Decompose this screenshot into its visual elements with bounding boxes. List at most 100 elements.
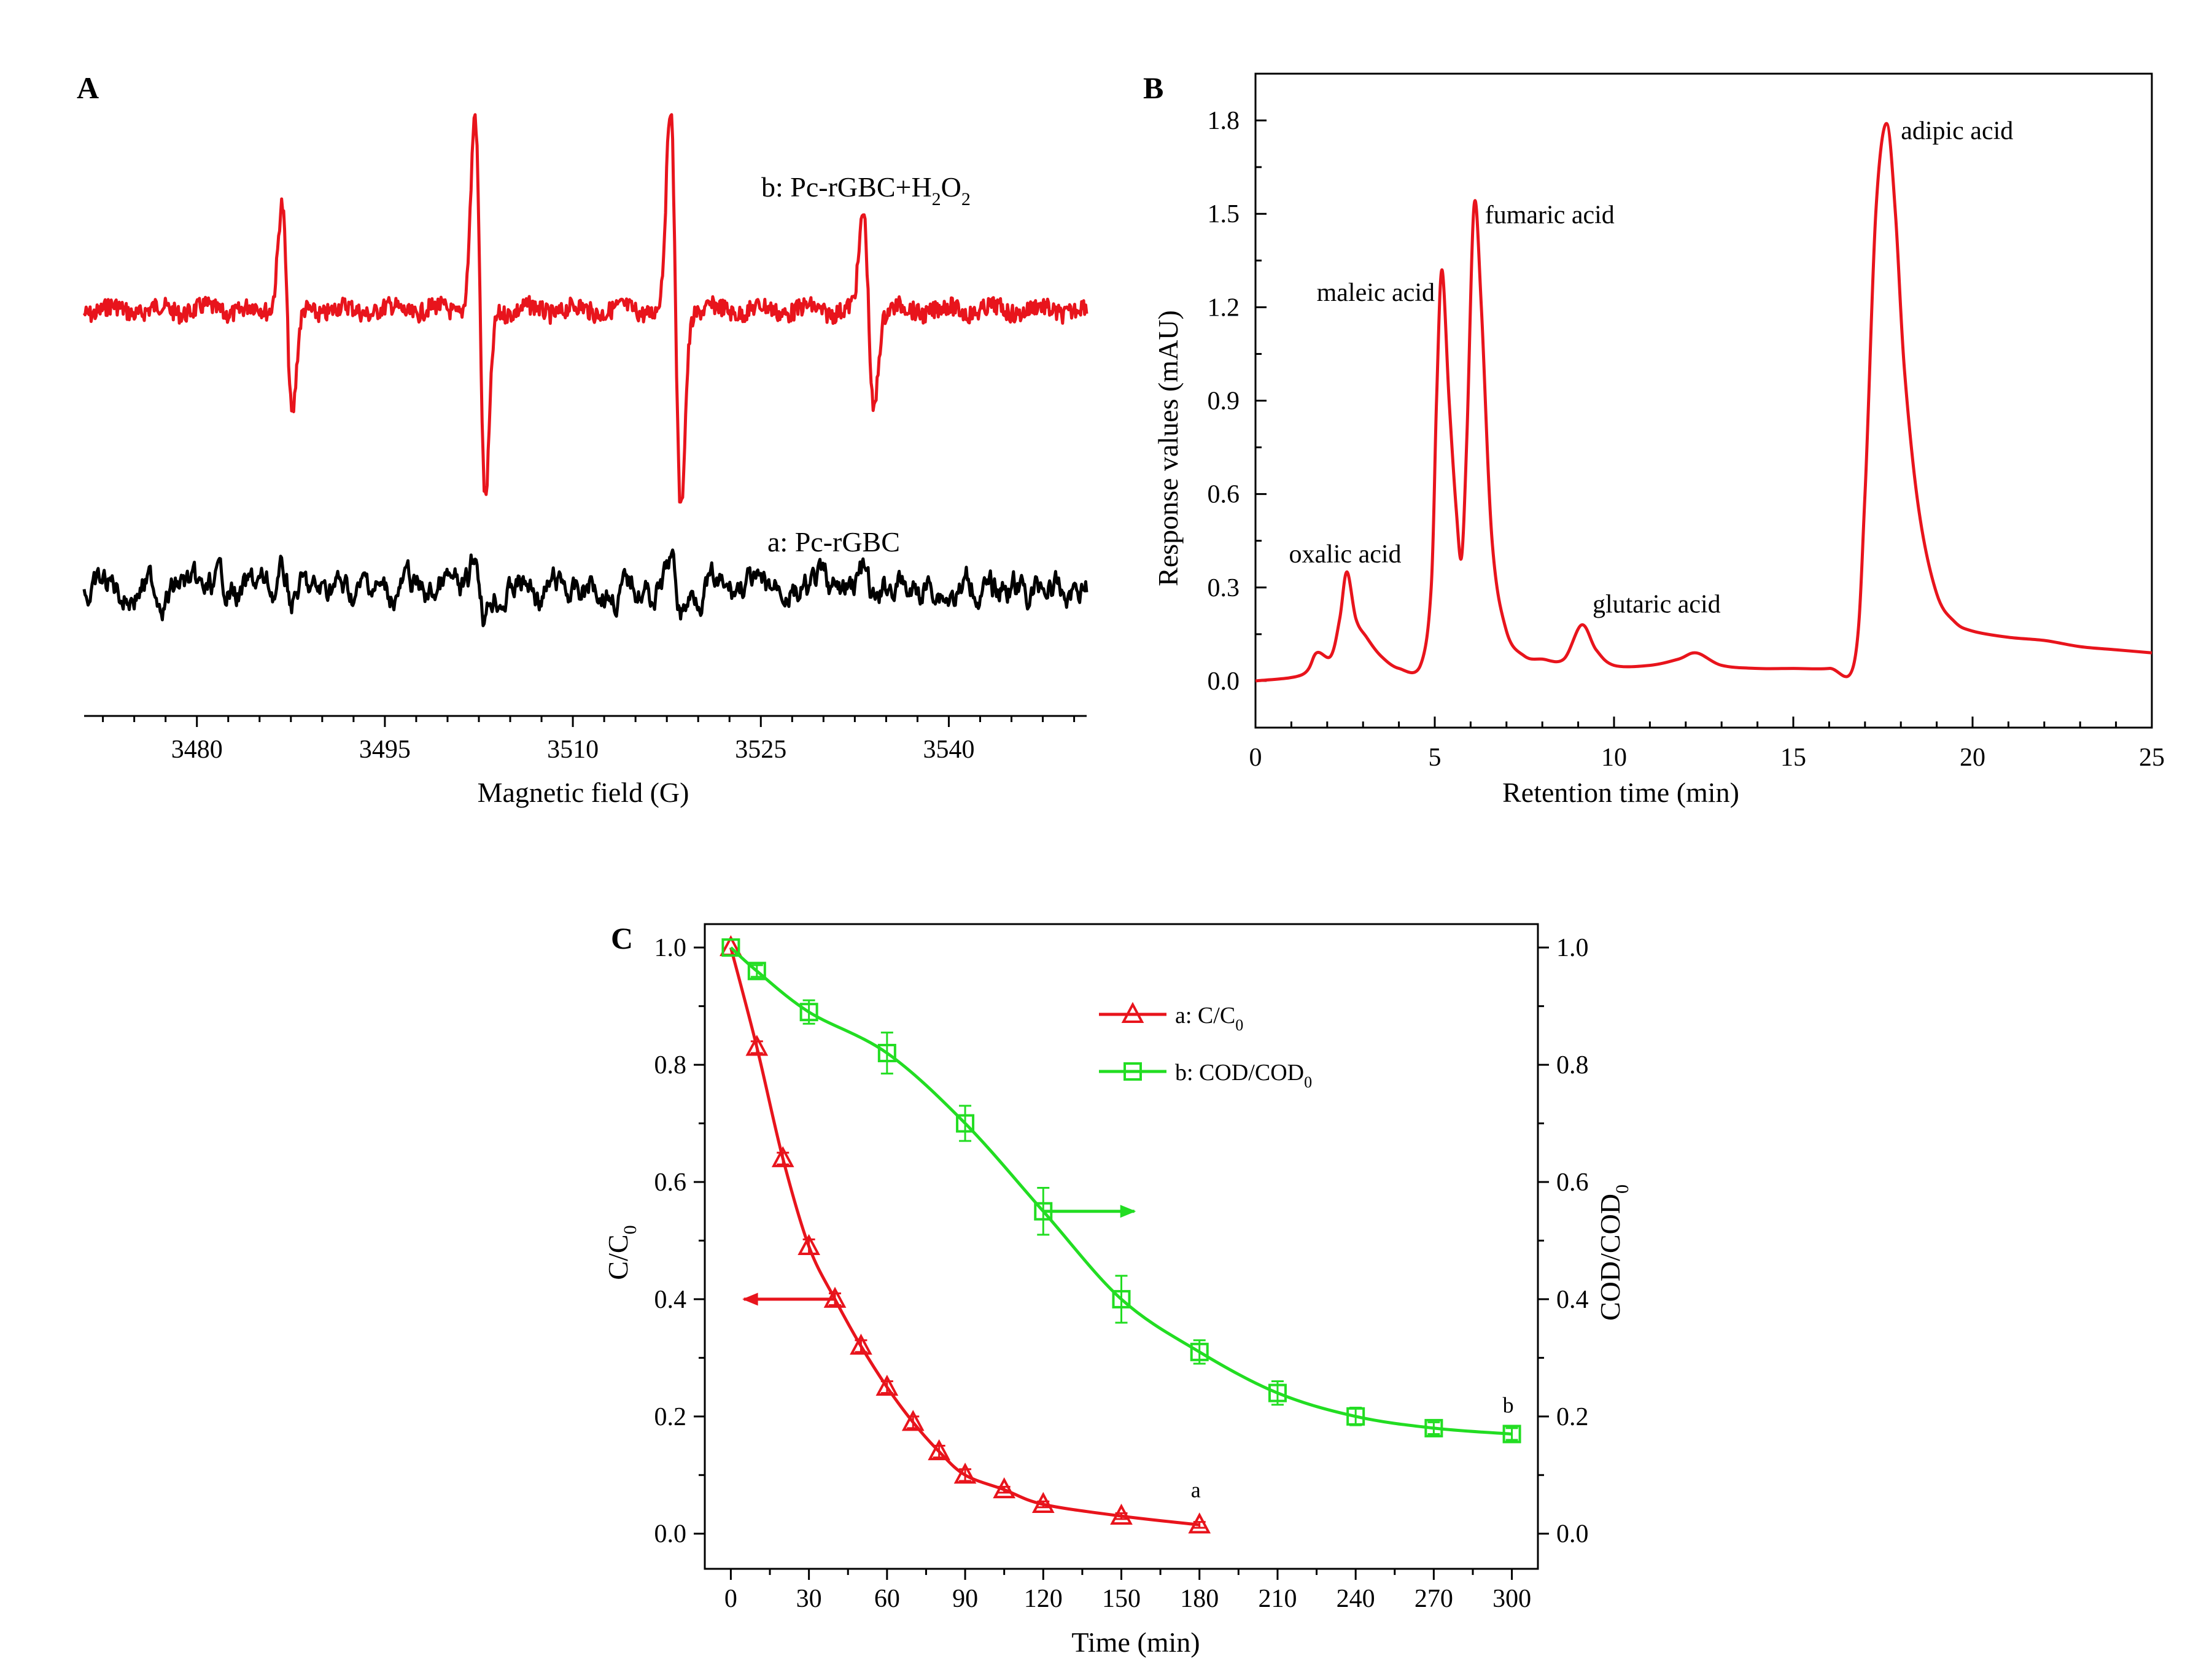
right-y-tick-label: 0.8 bbox=[1556, 1051, 1589, 1079]
chromatogram-line bbox=[1255, 122, 2152, 683]
axis-arrow-head bbox=[742, 1293, 758, 1306]
x-tick-label: 120 bbox=[1024, 1585, 1063, 1613]
panel-c-right-y-axis-label: COD/COD0 bbox=[1594, 1184, 1632, 1321]
x-tick-label: 210 bbox=[1258, 1585, 1297, 1613]
panel-c-chart: C 0 30 60 90 120 150 180 210 240 270 300 0.0 0.0 0.2 0… bbox=[602, 921, 1632, 1658]
square-marker bbox=[877, 1044, 896, 1062]
panel-c-x-axis-label: Time (min) bbox=[1071, 1627, 1200, 1658]
triangle-marker bbox=[1031, 1491, 1055, 1513]
panel-c-left-y-axis-label: C/C0 bbox=[602, 1225, 640, 1280]
panel-a-letter: A bbox=[77, 71, 99, 105]
x-tick-label: 90 bbox=[952, 1585, 978, 1613]
square-marker bbox=[1502, 1425, 1521, 1444]
square-marker bbox=[1268, 1383, 1287, 1402]
x-tick-label: 180 bbox=[1180, 1585, 1219, 1613]
right-y-tick-label: 0.2 bbox=[1556, 1403, 1589, 1431]
legend-label-text: b: COD/COD bbox=[1175, 1060, 1304, 1086]
square-marker bbox=[1112, 1289, 1131, 1308]
legend-label: a: C/C0 bbox=[1175, 1003, 1243, 1034]
triangle-marker bbox=[771, 1146, 794, 1167]
y-tick-label: 0.0 bbox=[1208, 667, 1240, 696]
x-tick-label: 30 bbox=[796, 1585, 822, 1613]
square-marker bbox=[956, 1114, 975, 1133]
y-tick-label: 0.9 bbox=[1208, 387, 1240, 416]
right-y-tick-label: 0.0 bbox=[1556, 1520, 1589, 1549]
x-tick-label: 270 bbox=[1415, 1585, 1453, 1613]
triangle-marker bbox=[928, 1439, 950, 1461]
triangle-marker bbox=[1110, 1503, 1133, 1525]
x-tick-label: 5 bbox=[1429, 744, 1442, 772]
x-tick-label: 3495 bbox=[359, 736, 411, 764]
x-tick-label: 60 bbox=[874, 1585, 900, 1613]
left-y-tick-label: 0.8 bbox=[654, 1051, 687, 1079]
x-tick-label: 150 bbox=[1102, 1585, 1141, 1613]
left-y-tick-label: 0.0 bbox=[654, 1520, 687, 1549]
triangle-marker bbox=[1188, 1512, 1211, 1534]
x-tick-label: 3510 bbox=[547, 736, 599, 764]
x-tick-label: 15 bbox=[1780, 744, 1806, 772]
series-a-label: a: Pc-rGBC bbox=[767, 526, 900, 558]
square-marker bbox=[799, 1003, 818, 1022]
panel-b-x-axis-label: Retention time (min) bbox=[1502, 777, 1739, 808]
legend-label-text: a: C/C bbox=[1175, 1003, 1235, 1028]
left-y-tick-label: 0.2 bbox=[654, 1403, 687, 1431]
square-marker bbox=[1190, 1342, 1209, 1361]
x-tick-label: 240 bbox=[1337, 1585, 1375, 1613]
panel-b-letter: B bbox=[1143, 71, 1163, 105]
right-y-tick-label: 0.4 bbox=[1556, 1286, 1589, 1314]
x-tick-label: 3540 bbox=[923, 736, 974, 764]
legend-label-subscript: 0 bbox=[1235, 1016, 1243, 1034]
left-y-tick-label: 0.6 bbox=[654, 1168, 687, 1197]
triangle-marker bbox=[850, 1334, 872, 1355]
x-tick-label: 25 bbox=[2139, 744, 2165, 772]
series-end-label: b bbox=[1503, 1393, 1514, 1417]
x-tick-label: 300 bbox=[1492, 1585, 1531, 1613]
series-b-label: b: Pc-rGBC+H2O2 bbox=[761, 171, 971, 209]
panel-c-letter: C bbox=[611, 921, 633, 955]
triangle-marker bbox=[797, 1234, 820, 1255]
peak-annotation: maleic acid bbox=[1317, 279, 1435, 307]
panel-a-x-axis-label: Magnetic field (G) bbox=[478, 777, 689, 808]
x-tick-label: 3480 bbox=[171, 736, 223, 764]
y-tick-label: 1.5 bbox=[1208, 200, 1240, 228]
legend-label: b: COD/COD0 bbox=[1175, 1060, 1312, 1091]
triangle-marker bbox=[901, 1410, 925, 1431]
series-end-label: a bbox=[1191, 1477, 1201, 1502]
triangle-marker bbox=[993, 1477, 1016, 1499]
y-tick-label: 0.3 bbox=[1208, 574, 1240, 602]
right-y-tick-label: 1.0 bbox=[1556, 934, 1589, 962]
series-a-line bbox=[729, 947, 1200, 1526]
panel-b-y-axis-label: Response values (mAU) bbox=[1152, 310, 1184, 586]
square-marker bbox=[747, 962, 766, 981]
panel-a-chart: A 3480 3495 3510 3525 3540 b: Pc-rGBC+H2O2 a… bbox=[77, 71, 1089, 808]
series-b-spectrum-line bbox=[82, 113, 1089, 504]
panel-b-chart: B 0 5 10 15 20 25 0.0 0.3 0.6 0.9 1.2 1.5 1.8 oxalic… bbox=[1143, 71, 2165, 808]
series-b-line bbox=[729, 946, 1512, 1436]
square-marker bbox=[1424, 1418, 1443, 1437]
right-y-tick-label: 0.6 bbox=[1556, 1168, 1589, 1197]
x-tick-label: 3525 bbox=[735, 736, 786, 764]
left-y-tick-label: 1.0 bbox=[654, 934, 687, 962]
y-tick-label: 1.2 bbox=[1208, 294, 1240, 322]
x-tick-label: 0 bbox=[724, 1585, 737, 1613]
peak-annotation: glutaric acid bbox=[1593, 590, 1721, 618]
y-tick-label: 0.6 bbox=[1208, 481, 1240, 509]
peak-annotation: adipic acid bbox=[1901, 117, 2013, 146]
x-tick-label: 0 bbox=[1249, 744, 1262, 772]
left-y-tick-label: 0.4 bbox=[654, 1286, 687, 1314]
y-tick-label: 1.8 bbox=[1208, 107, 1240, 135]
x-tick-label: 10 bbox=[1601, 744, 1627, 772]
legend-label-subscript: 0 bbox=[1304, 1073, 1312, 1091]
axis-arrow-head bbox=[1120, 1205, 1136, 1218]
panel-c-plot-frame bbox=[704, 923, 1539, 1570]
triangle-marker bbox=[875, 1374, 899, 1396]
triangle-marker bbox=[745, 1035, 769, 1056]
square-marker bbox=[721, 938, 740, 957]
x-tick-label: 20 bbox=[1960, 744, 1985, 772]
square-marker bbox=[1346, 1407, 1365, 1426]
peak-annotation: oxalic acid bbox=[1289, 540, 1401, 569]
triangle-marker bbox=[1121, 1001, 1144, 1023]
panel-b-plot-frame bbox=[1254, 72, 2153, 729]
peak-annotation: fumaric acid bbox=[1485, 201, 1615, 229]
